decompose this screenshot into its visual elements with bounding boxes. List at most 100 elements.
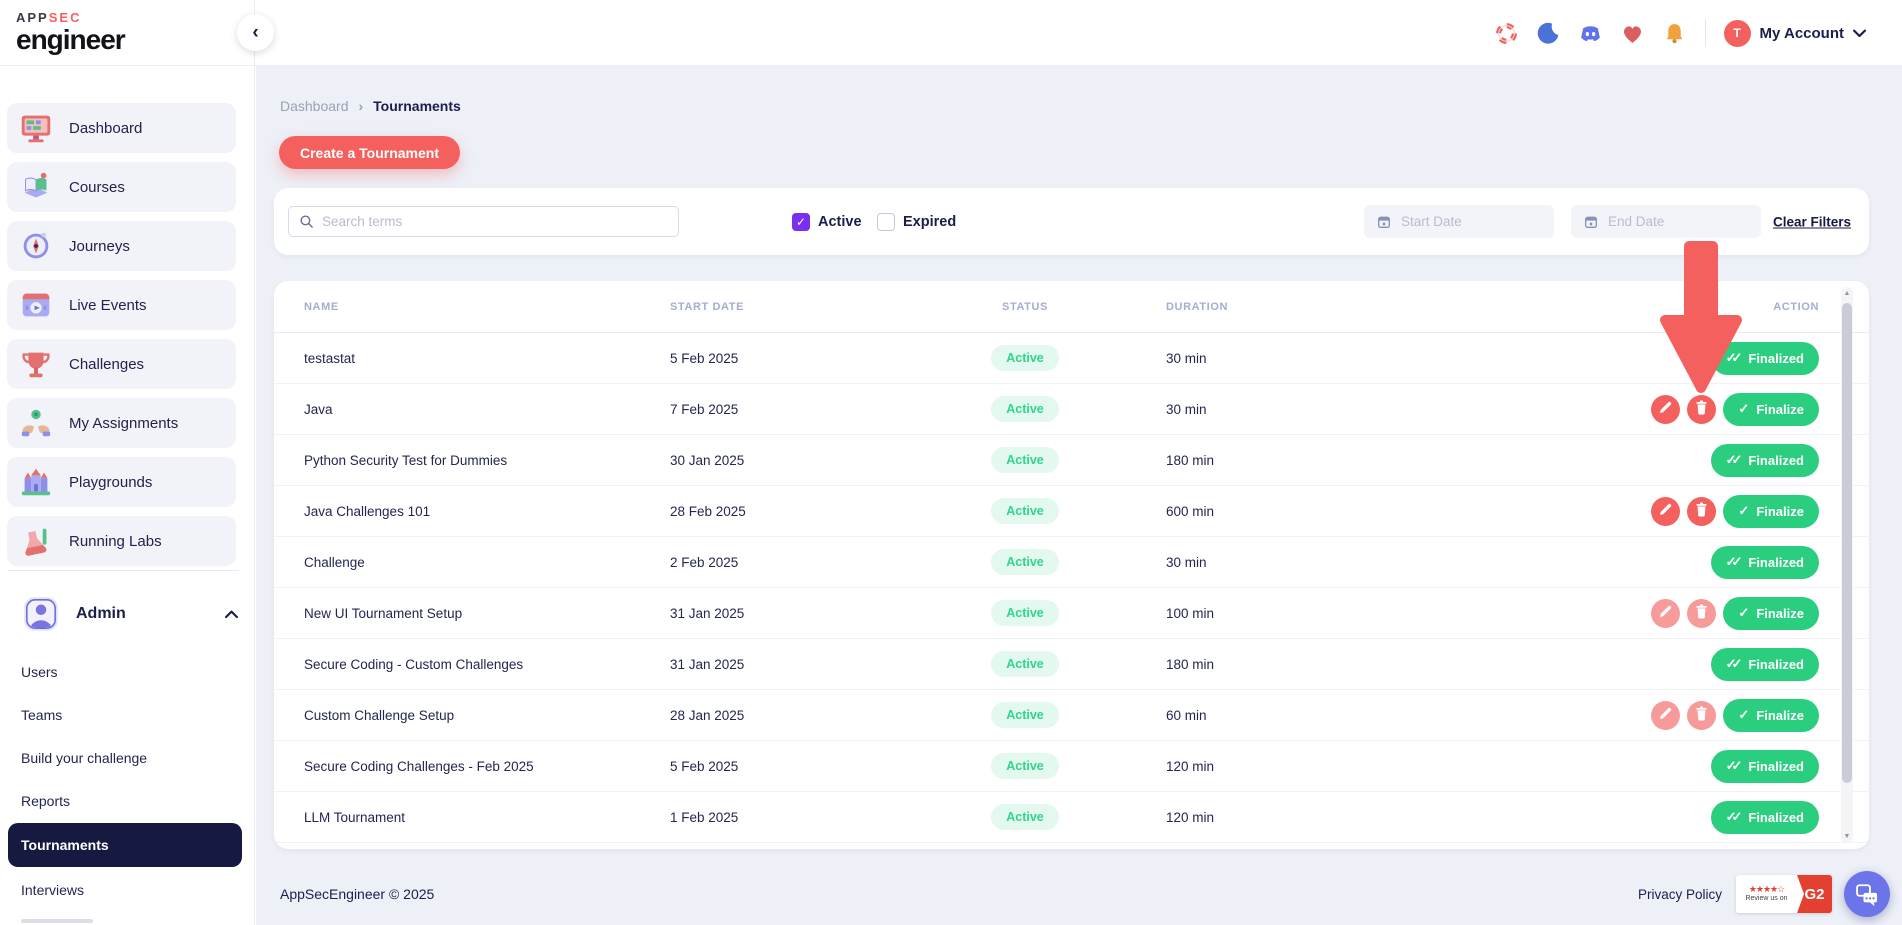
start-date-input[interactable]: Start Date	[1364, 205, 1554, 238]
sidebar-item-challenges[interactable]: Challenges	[7, 339, 236, 389]
cell-start-date: 2 Feb 2025	[670, 555, 940, 570]
delete-button[interactable]	[1687, 497, 1716, 526]
edit-button[interactable]	[1651, 497, 1680, 526]
privacy-policy-link[interactable]: Privacy Policy	[1638, 887, 1722, 902]
finalized-button[interactable]: ✓✓Finalized	[1711, 546, 1819, 579]
finalized-button[interactable]: ✓✓ Finalized	[1711, 648, 1819, 681]
topbar-divider	[1705, 19, 1706, 47]
cell-name: Custom Challenge Setup	[304, 708, 670, 723]
scroll-up-arrow[interactable]: ▲	[1841, 290, 1853, 297]
sidebar-item-courses[interactable]: Courses	[7, 162, 236, 212]
cell-duration: 120 min	[1110, 759, 1400, 774]
sidebar-item-tournaments[interactable]: Tournaments	[8, 823, 242, 867]
finalize-button[interactable]: ✓Finalize	[1723, 393, 1819, 426]
clear-filters-link[interactable]: Clear Filters	[1773, 214, 1851, 229]
finalize-button[interactable]: ✓Finalize	[1723, 495, 1819, 528]
chat-bubbles-icon	[1853, 880, 1881, 908]
bell-icon[interactable]	[1662, 21, 1687, 46]
cell-duration: 600 min	[1110, 504, 1400, 519]
heart-icon[interactable]	[1620, 21, 1645, 46]
sidebar-collapse-button[interactable]: ‹	[237, 14, 274, 51]
sidebar-item-running-labs[interactable]: Running Labs	[7, 516, 236, 566]
sidebar-item-label: Running Labs	[69, 533, 162, 550]
g2-stars: ★★★★☆	[1749, 884, 1784, 895]
expired-checkbox[interactable]	[877, 213, 895, 231]
g2-review-badge[interactable]: ★★★★☆ Review us on G2	[1736, 875, 1832, 913]
cell-action: ✓✓Finalized	[1400, 444, 1819, 477]
cell-start-date: 5 Feb 2025	[670, 759, 940, 774]
cell-action: ✓✓Finalized	[1400, 801, 1819, 834]
cell-duration: 120 min	[1110, 810, 1400, 825]
action-button-label: Finalized	[1748, 810, 1804, 825]
trash-icon	[1692, 602, 1711, 624]
sidebar-item-build-your-challenge[interactable]: Build your challenge	[0, 736, 254, 779]
cell-status: Active	[940, 600, 1110, 626]
status-badge: Active	[991, 753, 1059, 779]
table-row: LLM Tournament1 Feb 2025Active120 min✓✓F…	[274, 792, 1869, 843]
double-check-icon: ✓✓	[1726, 656, 1738, 672]
courses-icon	[17, 168, 55, 206]
sidebar-item-admin[interactable]: Admin	[20, 592, 238, 636]
chat-widget-button[interactable]	[1844, 871, 1890, 917]
edit-button[interactable]	[1651, 395, 1680, 424]
table-row: Secure Coding Challenges - Feb 20255 Feb…	[274, 741, 1869, 792]
sidebar-item-reports[interactable]: Reports	[0, 779, 254, 822]
account-label: My Account	[1760, 25, 1844, 42]
cell-duration: 60 min	[1110, 708, 1400, 723]
cell-name: New UI Tournament Setup	[304, 606, 670, 621]
account-menu[interactable]: T My Account	[1724, 20, 1866, 47]
sidebar-item-my-assignments[interactable]: My Assignments	[7, 398, 236, 448]
lifebuoy-icon[interactable]	[1494, 21, 1519, 46]
sidebar-item-partial[interactable]	[21, 919, 93, 923]
status-badge: Active	[991, 345, 1059, 371]
search-input[interactable]	[322, 214, 669, 229]
cell-name: Secure Coding - Custom Challenges	[304, 657, 670, 672]
edit-button[interactable]	[1651, 599, 1680, 628]
active-checkbox[interactable]: ✓	[792, 213, 810, 231]
scrollbar-thumb[interactable]	[1842, 303, 1852, 783]
cell-start-date: 31 Jan 2025	[670, 606, 940, 621]
sidebar-item-live-events[interactable]: Live Events	[7, 280, 236, 330]
dashboard-icon	[17, 109, 55, 147]
scroll-down-arrow[interactable]: ▼	[1841, 833, 1853, 840]
action-button-label: Finalize	[1756, 402, 1804, 417]
table-row: Java Challenges 10128 Feb 2025Active600 …	[274, 486, 1869, 537]
active-label: Active	[818, 214, 862, 230]
delete-button[interactable]	[1687, 701, 1716, 730]
finalized-button[interactable]: ✓✓Finalized	[1711, 342, 1819, 375]
cell-action: ✓✓Finalized	[1400, 546, 1819, 579]
cell-name: Challenge	[304, 555, 670, 570]
sidebar-item-dashboard[interactable]: Dashboard	[7, 103, 236, 153]
trash-icon	[1692, 500, 1711, 522]
end-date-input[interactable]: End Date	[1571, 205, 1761, 238]
create-tournament-button[interactable]: Create a Tournament	[279, 136, 460, 169]
sidebar-item-teams[interactable]: Teams	[0, 693, 254, 736]
check-icon: ✓	[1738, 707, 1749, 723]
delete-button[interactable]	[1687, 599, 1716, 628]
cell-duration: 100 min	[1110, 606, 1400, 621]
finalized-button[interactable]: ✓✓Finalized	[1711, 750, 1819, 783]
app-logo[interactable]: APPSEC engineer	[16, 11, 125, 54]
journeys-icon	[17, 227, 55, 265]
action-button-label: Finalized	[1748, 657, 1804, 672]
cell-duration: 180 min	[1110, 453, 1400, 468]
discord-icon[interactable]	[1578, 21, 1603, 46]
sidebar-item-interviews[interactable]: Interviews	[0, 868, 254, 911]
trash-icon	[1692, 398, 1711, 420]
delete-button[interactable]	[1687, 395, 1716, 424]
moon-icon[interactable]	[1536, 21, 1561, 46]
sidebar-item-users[interactable]: Users	[0, 650, 254, 693]
breadcrumb-dashboard[interactable]: Dashboard	[280, 98, 349, 114]
edit-button[interactable]	[1651, 701, 1680, 730]
cell-action: ✓Finalize	[1400, 495, 1819, 528]
column-header-duration: DURATION	[1110, 301, 1400, 313]
finalize-button[interactable]: ✓Finalize	[1723, 699, 1819, 732]
finalized-button[interactable]: ✓✓Finalized	[1711, 444, 1819, 477]
finalize-button[interactable]: ✓Finalize	[1723, 597, 1819, 630]
sidebar-item-journeys[interactable]: Journeys	[7, 221, 236, 271]
admin-avatar-icon	[20, 593, 62, 635]
tournaments-table: NAMESTART DATESTATUSDURATIONACTION testa…	[274, 281, 1869, 849]
sidebar-item-playgrounds[interactable]: Playgrounds	[7, 457, 236, 507]
finalized-button[interactable]: ✓✓Finalized	[1711, 801, 1819, 834]
trash-icon	[1692, 704, 1711, 726]
